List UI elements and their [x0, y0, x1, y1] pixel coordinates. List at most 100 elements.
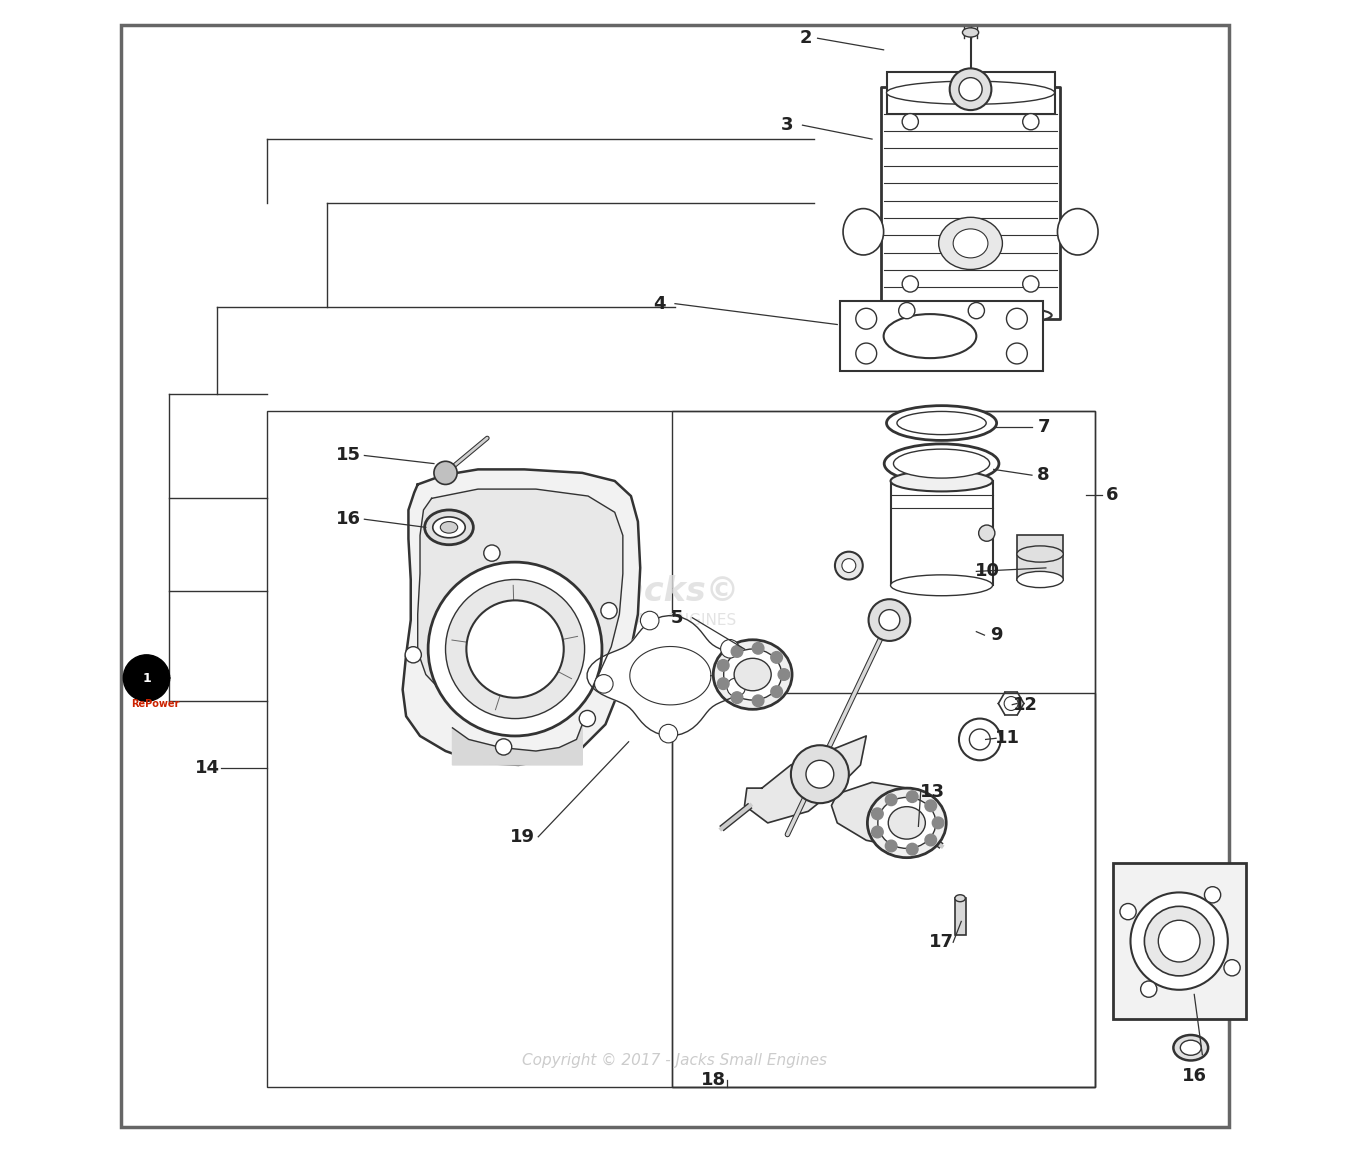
Ellipse shape	[724, 649, 782, 700]
Circle shape	[446, 580, 585, 719]
Circle shape	[771, 686, 783, 698]
Circle shape	[726, 678, 745, 697]
Circle shape	[466, 600, 564, 698]
Text: 18: 18	[701, 1071, 726, 1089]
Polygon shape	[832, 782, 930, 846]
Circle shape	[1158, 920, 1200, 962]
Ellipse shape	[891, 471, 992, 491]
Circle shape	[868, 599, 910, 641]
Ellipse shape	[1180, 1041, 1202, 1056]
Circle shape	[1141, 981, 1157, 997]
Circle shape	[428, 562, 602, 736]
Circle shape	[594, 675, 613, 693]
Ellipse shape	[1017, 571, 1064, 588]
Ellipse shape	[888, 807, 925, 839]
Circle shape	[123, 655, 170, 701]
Ellipse shape	[953, 229, 988, 258]
Circle shape	[640, 611, 659, 629]
Text: 13: 13	[919, 782, 945, 801]
Circle shape	[433, 461, 458, 484]
Circle shape	[1120, 904, 1137, 920]
Circle shape	[842, 559, 856, 573]
Circle shape	[969, 729, 991, 750]
Ellipse shape	[433, 517, 466, 538]
Bar	[1112, 862, 1246, 1020]
Circle shape	[872, 808, 883, 819]
Circle shape	[778, 669, 790, 680]
Text: 5: 5	[671, 608, 683, 627]
Ellipse shape	[425, 510, 474, 545]
Circle shape	[732, 692, 742, 704]
Bar	[891, 481, 992, 585]
Text: 9: 9	[990, 626, 1002, 644]
Circle shape	[902, 114, 918, 130]
Circle shape	[806, 760, 834, 788]
Ellipse shape	[734, 658, 771, 691]
Text: 7: 7	[1037, 417, 1050, 436]
Circle shape	[1007, 343, 1027, 364]
Ellipse shape	[1017, 546, 1064, 562]
Circle shape	[1004, 697, 1018, 710]
Bar	[840, 301, 1044, 371]
Bar	[887, 72, 1054, 114]
Text: Copyright © 2017 - Jacks Small Engines: Copyright © 2017 - Jacks Small Engines	[522, 1054, 828, 1067]
Circle shape	[872, 826, 883, 838]
Text: 1: 1	[142, 671, 151, 685]
Bar	[267, 411, 1095, 1087]
Text: 10: 10	[976, 562, 1000, 581]
Circle shape	[721, 640, 740, 658]
Circle shape	[483, 545, 499, 561]
Circle shape	[925, 800, 937, 811]
Ellipse shape	[896, 411, 987, 435]
Ellipse shape	[440, 522, 458, 533]
Circle shape	[886, 840, 896, 852]
Circle shape	[906, 844, 918, 855]
Bar	[956, 898, 965, 935]
Ellipse shape	[891, 575, 992, 596]
Circle shape	[899, 302, 915, 319]
Text: 6: 6	[1106, 486, 1118, 504]
Circle shape	[752, 642, 764, 654]
Bar	[880, 87, 1060, 319]
Circle shape	[906, 790, 918, 802]
Ellipse shape	[887, 406, 996, 440]
Circle shape	[879, 610, 900, 630]
Circle shape	[495, 738, 512, 755]
Circle shape	[717, 678, 729, 690]
Circle shape	[856, 343, 876, 364]
Polygon shape	[630, 647, 711, 705]
Circle shape	[1130, 892, 1229, 990]
Circle shape	[1145, 906, 1214, 976]
Ellipse shape	[878, 797, 936, 848]
Polygon shape	[745, 736, 867, 823]
Ellipse shape	[887, 81, 1054, 104]
Polygon shape	[417, 489, 622, 713]
Circle shape	[771, 651, 783, 663]
Text: 15: 15	[336, 446, 360, 465]
Circle shape	[925, 834, 937, 846]
Text: RePower: RePower	[131, 699, 180, 708]
Circle shape	[958, 719, 1000, 760]
Circle shape	[791, 745, 849, 803]
Circle shape	[579, 710, 595, 727]
Polygon shape	[402, 469, 640, 765]
Circle shape	[958, 78, 983, 101]
Text: 12: 12	[1012, 695, 1038, 714]
Ellipse shape	[884, 314, 976, 358]
Ellipse shape	[1057, 209, 1098, 255]
Circle shape	[902, 276, 918, 292]
Circle shape	[1224, 960, 1241, 976]
Bar	[671, 411, 1095, 1087]
Circle shape	[1023, 276, 1040, 292]
Circle shape	[752, 695, 764, 707]
Ellipse shape	[713, 640, 792, 709]
Circle shape	[1007, 308, 1027, 329]
Text: 16: 16	[1181, 1066, 1207, 1085]
Polygon shape	[452, 724, 582, 765]
Text: 3: 3	[782, 116, 794, 134]
Circle shape	[1204, 887, 1220, 903]
Bar	[1017, 535, 1064, 580]
Bar	[671, 693, 1095, 1087]
Circle shape	[886, 794, 896, 806]
Circle shape	[933, 817, 944, 829]
